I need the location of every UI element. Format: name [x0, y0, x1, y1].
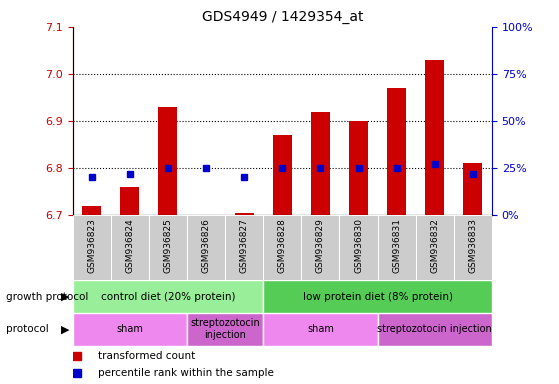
- Text: protocol: protocol: [6, 324, 48, 334]
- Text: GSM936830: GSM936830: [354, 218, 363, 273]
- Text: GSM936824: GSM936824: [125, 218, 134, 273]
- Bar: [111, 215, 149, 280]
- Bar: [311, 112, 330, 215]
- Text: low protein diet (8% protein): low protein diet (8% protein): [302, 291, 453, 302]
- Bar: [387, 88, 406, 215]
- Bar: [425, 60, 444, 215]
- Text: GSM936833: GSM936833: [468, 218, 477, 273]
- Text: GSM936828: GSM936828: [278, 218, 287, 273]
- Bar: [187, 313, 263, 346]
- Bar: [377, 215, 416, 280]
- Text: GSM936825: GSM936825: [163, 218, 173, 273]
- Text: GSM936832: GSM936832: [430, 218, 439, 273]
- Text: sham: sham: [307, 324, 334, 334]
- Text: GSM936826: GSM936826: [202, 218, 211, 273]
- Text: ▶: ▶: [61, 291, 70, 302]
- Bar: [263, 280, 492, 313]
- Text: transformed count: transformed count: [98, 351, 195, 361]
- Bar: [73, 215, 111, 280]
- Text: GSM936829: GSM936829: [316, 218, 325, 273]
- Bar: [187, 215, 225, 280]
- Text: growth protocol: growth protocol: [6, 291, 88, 302]
- Bar: [149, 215, 187, 280]
- Bar: [416, 215, 454, 280]
- Text: GSM936827: GSM936827: [240, 218, 249, 273]
- Bar: [158, 107, 178, 215]
- Bar: [82, 206, 101, 215]
- Bar: [263, 313, 377, 346]
- Text: streptozotocin injection: streptozotocin injection: [377, 324, 492, 334]
- Bar: [73, 313, 187, 346]
- Text: percentile rank within the sample: percentile rank within the sample: [98, 368, 274, 378]
- Text: ▶: ▶: [61, 324, 70, 334]
- Text: streptozotocin
injection: streptozotocin injection: [190, 318, 260, 340]
- Bar: [339, 215, 377, 280]
- Bar: [454, 215, 492, 280]
- Bar: [301, 215, 339, 280]
- Text: GSM936831: GSM936831: [392, 218, 401, 273]
- Text: control diet (20% protein): control diet (20% protein): [101, 291, 235, 302]
- Bar: [463, 163, 482, 215]
- Bar: [73, 280, 263, 313]
- Bar: [235, 213, 254, 215]
- Bar: [349, 121, 368, 215]
- Bar: [120, 187, 139, 215]
- Bar: [225, 215, 263, 280]
- Bar: [273, 135, 292, 215]
- Text: GSM936823: GSM936823: [87, 218, 96, 273]
- Bar: [377, 313, 492, 346]
- Bar: [263, 215, 301, 280]
- Text: sham: sham: [116, 324, 143, 334]
- Title: GDS4949 / 1429354_at: GDS4949 / 1429354_at: [202, 10, 363, 25]
